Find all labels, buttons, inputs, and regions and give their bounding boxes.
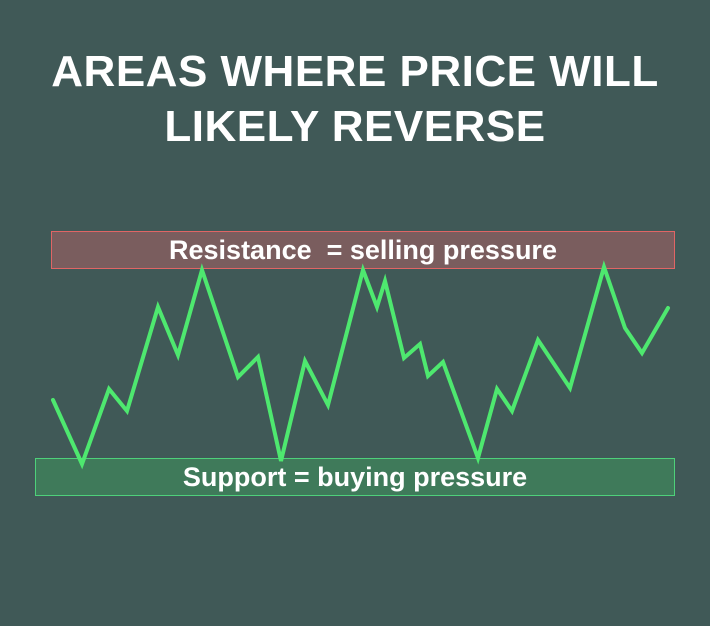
title-line-2: LIKELY REVERSE bbox=[164, 102, 546, 151]
price-line bbox=[51, 260, 670, 470]
support-zone: Support = buying pressure bbox=[35, 458, 675, 496]
resistance-label: Resistance = selling pressure bbox=[169, 234, 557, 265]
support-label: Support = buying pressure bbox=[182, 461, 528, 492]
title-line-1: AREAS WHERE PRICE WILL bbox=[51, 47, 659, 96]
resistance-zone: Resistance = selling pressure bbox=[51, 231, 675, 269]
diagram-title: AREAS WHERE PRICE WILL LIKELY REVERSE bbox=[0, 44, 710, 154]
